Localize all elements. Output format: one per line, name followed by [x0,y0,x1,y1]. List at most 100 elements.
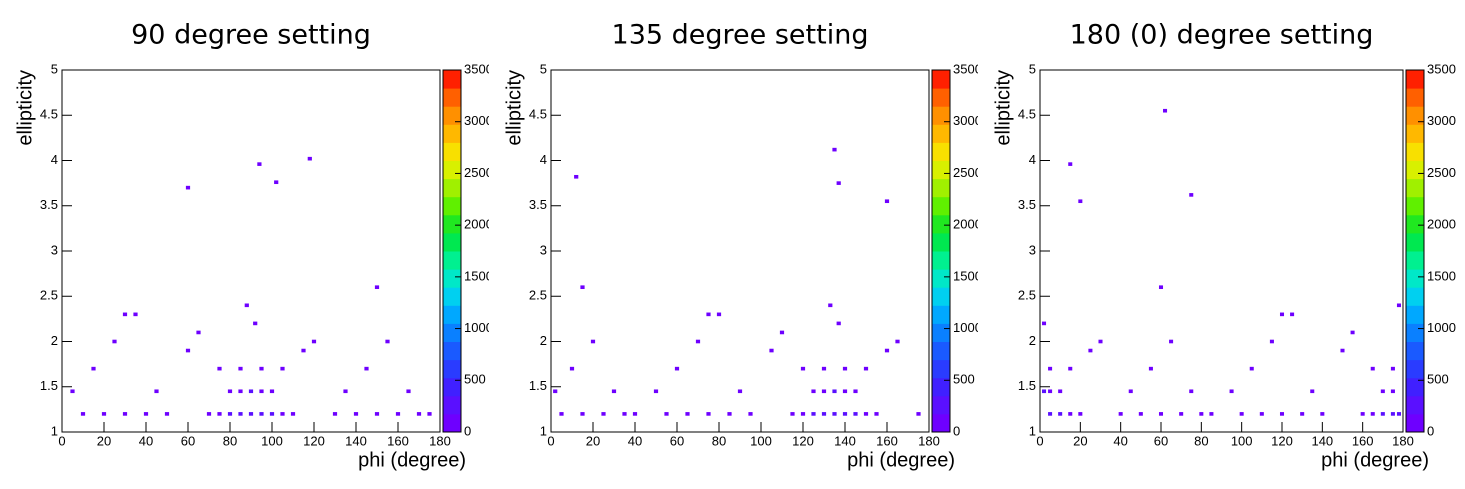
y-tick-label: 5 [51,61,58,76]
heatmap-cell [122,412,128,416]
colorbar-band [1406,413,1424,433]
heatmap-cell [238,389,243,394]
heatmap-cell [374,285,380,290]
heatmap-cell [842,389,848,394]
colorbar-band [932,178,950,198]
heatmap-cell [1370,366,1375,371]
x-tick-label: 80 [1194,433,1208,448]
heatmap-cell [842,366,848,371]
heatmap-cell [1209,412,1214,416]
x-tick-label: 120 [792,433,814,448]
colorbar-band [1406,251,1424,270]
y-tick-label: 1.5 [1018,378,1036,393]
colorbar-band [1406,214,1424,234]
heatmap-cell [769,348,774,353]
heatmap-cell [737,389,743,394]
heatmap-cell [259,389,264,394]
heatmap-cell [1380,412,1385,416]
heatmap-cell [91,366,96,371]
heatmap-cell [385,339,390,344]
heatmap-cell [70,389,75,394]
y-axis-label: ellipticity [992,70,1014,146]
colorbar-tick-label: 1000 [464,320,489,335]
colorbar-tick-label: 0 [953,423,960,438]
heatmap-cell [227,412,233,416]
colorbar-band [443,395,461,415]
heatmap-cell [828,303,833,308]
heatmap-cell [217,366,222,371]
x-tick-label: 20 [586,433,600,448]
heatmap-cell [716,312,722,317]
heatmap-cell [811,412,816,416]
heatmap-cell [185,348,191,353]
y-tick-label: 3 [51,242,58,257]
colorbar-tick-label: 0 [464,423,471,438]
plot-frame [550,69,930,433]
x-tick-label: 100 [1231,433,1253,448]
colorbar-tick-label: 500 [953,372,975,387]
heatmap-cell [1042,321,1047,326]
heatmap-cell [1169,339,1174,344]
heatmap-cell [1396,412,1401,416]
heatmap-cell [427,412,432,416]
colorbar-band [443,377,461,397]
colorbar-band [443,160,461,180]
heatmap-cell [416,412,422,416]
x-tick-label: 0 [1036,433,1043,448]
y-tick-label: 3.5 [529,197,547,212]
heatmap-cell [133,312,138,317]
y-tick-label: 2 [1029,333,1036,348]
y-tick-label: 2.5 [529,288,547,303]
heatmap-cell [395,412,401,416]
heatmap-cell [1396,303,1401,308]
chart-title: 90 degree setting [131,20,371,51]
heatmap-cell [1279,312,1285,317]
heatmap-cell [779,330,785,335]
heatmap-cell [1068,366,1073,371]
x-tick-label: 100 [750,433,772,448]
x-tick-label: 40 [139,433,153,448]
heatmap-cell [1370,412,1375,416]
chart-title: 180 (0) degree setting [1070,20,1374,51]
y-tick-label: 4.5 [529,107,547,122]
heatmap-cell [863,366,869,371]
heatmap-cell [238,366,243,371]
heatmap-cell [257,162,262,166]
heatmap-cell [280,412,285,416]
y-tick-label: 3 [540,242,547,257]
heatmap-cell [269,412,275,416]
colorbar-band [932,142,950,161]
x-tick-label: 160 [876,433,898,448]
heatmap-cell [353,412,359,416]
colorbar-band [932,305,950,324]
heatmap-cell [874,412,879,416]
colorbar-band [932,88,950,107]
y-tick-label: 2 [540,333,547,348]
colorbar-tick-label: 0 [1427,423,1434,438]
heatmap-cell [1048,389,1053,394]
colorbar-band [1406,178,1424,198]
heatmap-cell [1279,412,1285,416]
y-tick-label: 1.5 [529,378,547,393]
colorbar-frame [931,69,951,433]
y-tick-label: 1.5 [40,378,58,393]
heatmap-cell [832,147,837,152]
heatmap-cell [800,366,806,371]
colorbar-tick-label: 3500 [1427,61,1456,76]
colorbar-band [443,70,461,89]
heatmap-cell [916,412,921,416]
heatmap-cell [343,389,348,394]
heatmap-cell [836,321,841,326]
heatmap-cell [842,412,848,416]
colorbar-band [1406,232,1424,252]
heatmap-cell [280,366,285,371]
colorbar-tick-label: 1000 [953,320,978,335]
heatmap-cell [706,312,711,317]
colorbar-tick-label: 3500 [953,61,978,76]
x-tick-label: 80 [223,433,237,448]
colorbar-band [1406,359,1424,379]
heatmap-cell [143,412,149,416]
heatmap-cell [1290,312,1295,317]
